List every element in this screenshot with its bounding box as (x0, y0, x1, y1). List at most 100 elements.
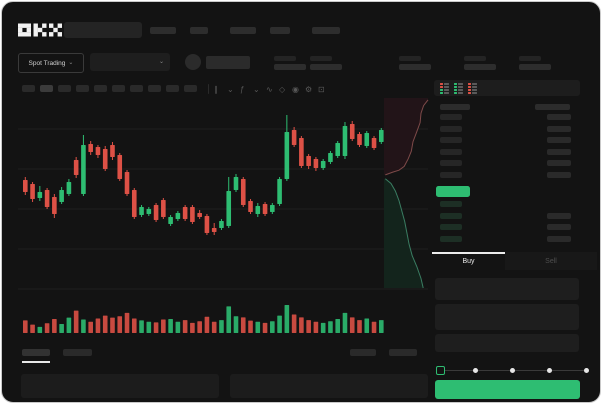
stat-value-placeholder (274, 64, 306, 70)
tab-sell[interactable]: Sell (505, 252, 597, 270)
order-form-field[interactable] (435, 304, 579, 330)
order-form-field[interactable] (435, 278, 579, 300)
camera-icon[interactable]: ◉ (292, 85, 299, 94)
mode-dot (454, 92, 457, 94)
mode-dot (440, 86, 443, 88)
mode-line (458, 86, 463, 88)
bottom-control-placeholder[interactable] (350, 349, 376, 356)
timeframe-pill[interactable] (184, 85, 197, 92)
timeframe-pill[interactable] (76, 85, 89, 92)
order-form-field[interactable] (435, 334, 579, 352)
bottom-control-placeholder[interactable] (389, 349, 417, 356)
book-bids-icon[interactable] (454, 82, 465, 95)
timeframe-pill[interactable] (166, 85, 179, 92)
search-input[interactable] (64, 22, 142, 38)
slider-stop[interactable] (509, 368, 515, 373)
bid-price-placeholder[interactable] (440, 212, 462, 219)
stat-label-placeholder (399, 56, 421, 61)
book-combined-icon[interactable] (440, 82, 451, 95)
timeframe-pill[interactable] (22, 85, 35, 92)
mode-line (444, 92, 449, 94)
book-header-price-placeholder (440, 104, 470, 110)
market-type-label: Spot Trading (28, 59, 66, 67)
mode-dot (440, 92, 443, 94)
chevron-down-icon[interactable]: ⌄ (227, 85, 234, 94)
mode-dot (440, 83, 443, 85)
slider-handle[interactable] (436, 365, 445, 375)
eraser-icon[interactable]: ◇ (279, 85, 286, 94)
chevron-down-icon: ⌄ (68, 60, 74, 66)
toolbar-divider (208, 84, 209, 94)
pair-name-placeholder (206, 56, 250, 69)
line-tool-icon[interactable]: ∿ (266, 85, 273, 94)
sell-tab-label: Sell (545, 257, 557, 265)
ask-amount-placeholder (547, 172, 571, 178)
okx-logo[interactable] (18, 23, 62, 37)
mode-line (458, 89, 463, 91)
pair-dropdown[interactable]: ⌄ (90, 53, 170, 71)
bottom-active-tab-indicator (22, 361, 50, 363)
stat-label-placeholder (274, 56, 296, 61)
nav-item-placeholder[interactable] (190, 27, 208, 34)
nav-item-placeholder[interactable] (270, 27, 290, 34)
mode-line (444, 83, 449, 85)
mode-line (472, 89, 477, 91)
bid-price-placeholder[interactable] (440, 201, 462, 207)
timeframe-pill[interactable] (40, 85, 53, 92)
bid-price-placeholder[interactable] (440, 224, 462, 230)
stat-value-placeholder (399, 64, 431, 70)
bid-amount-placeholder (547, 235, 571, 242)
mode-dot (468, 83, 471, 85)
mode-dot (454, 83, 457, 85)
ask-amount-placeholder (547, 160, 571, 167)
ask-price-placeholder[interactable] (440, 137, 462, 144)
timeframe-pill[interactable] (58, 85, 71, 92)
bottom-tab-placeholder[interactable] (63, 349, 92, 356)
timeframe-pill[interactable] (112, 85, 125, 92)
mode-dot (454, 86, 457, 88)
timeframe-pill[interactable] (148, 85, 161, 92)
mode-dot (440, 89, 443, 91)
timeframe-pill[interactable] (94, 85, 107, 92)
ask-price-placeholder[interactable] (440, 125, 462, 132)
nav-item-placeholder[interactable] (230, 27, 256, 34)
stat-label-placeholder (519, 56, 541, 61)
chevron-down-icon: ⌄ (158, 59, 164, 65)
market-type-dropdown[interactable]: Spot Trading ⌄ (18, 53, 84, 73)
ask-price-placeholder[interactable] (440, 172, 462, 178)
bottom-tab-placeholder[interactable] (22, 349, 50, 356)
stat-value-placeholder (310, 64, 342, 70)
mode-line (458, 83, 463, 85)
ask-price-placeholder[interactable] (440, 148, 462, 155)
nav-item-placeholder[interactable] (150, 27, 176, 34)
buy-tab-label: Buy (462, 257, 475, 265)
settings-icon[interactable]: ⚙ (305, 85, 313, 94)
candles-icon[interactable]: ∥ (214, 85, 218, 94)
indicators-icon[interactable]: ƒ (240, 85, 245, 94)
bottom-panel-left (21, 374, 219, 398)
tab-buy[interactable]: Buy (432, 252, 505, 270)
fullscreen-icon[interactable]: ⊡ (318, 85, 325, 94)
stat-label-placeholder (310, 56, 332, 61)
bid-price-placeholder[interactable] (440, 235, 462, 242)
mode-dot (468, 89, 471, 91)
nav-item-placeholder[interactable] (312, 27, 340, 34)
mode-dot (454, 89, 457, 91)
active-tab-indicator (432, 252, 505, 254)
chevron-down-icon[interactable]: ⌄ (253, 85, 260, 94)
slider-stop[interactable] (583, 368, 589, 373)
ask-amount-placeholder (547, 148, 571, 155)
last-price-badge[interactable] (436, 186, 470, 197)
slider-stop[interactable] (472, 368, 478, 373)
slider-stop[interactable] (546, 368, 552, 373)
buy-sell-tabs: Buy Sell (432, 252, 597, 270)
mode-line (458, 92, 463, 94)
ask-price-placeholder[interactable] (440, 114, 462, 120)
ask-price-placeholder[interactable] (440, 160, 462, 167)
ask-amount-placeholder (547, 125, 571, 132)
book-asks-icon[interactable] (468, 82, 479, 95)
buy-submit-button[interactable] (435, 380, 580, 399)
timeframe-pill[interactable] (130, 85, 143, 92)
